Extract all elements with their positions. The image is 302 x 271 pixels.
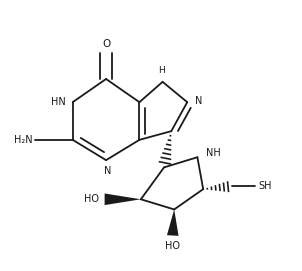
- Polygon shape: [167, 209, 178, 236]
- Text: NH: NH: [206, 148, 221, 158]
- Polygon shape: [104, 193, 141, 205]
- Text: H₂N: H₂N: [14, 135, 32, 145]
- Text: H: H: [158, 66, 165, 75]
- Text: O: O: [102, 38, 110, 49]
- Text: N: N: [104, 166, 111, 176]
- Text: HO: HO: [165, 241, 180, 251]
- Text: HN: HN: [51, 97, 66, 107]
- Text: N: N: [195, 96, 203, 106]
- Text: SH: SH: [258, 181, 272, 191]
- Text: HO: HO: [84, 194, 99, 204]
